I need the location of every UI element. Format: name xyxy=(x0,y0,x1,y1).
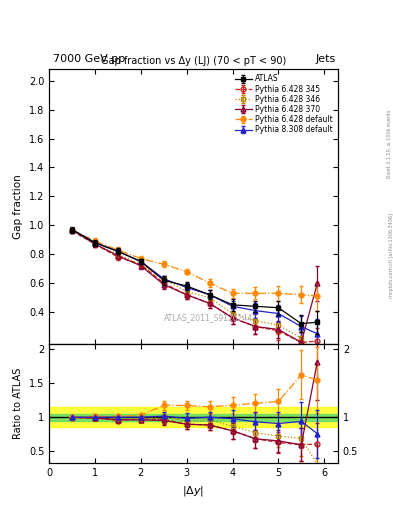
Bar xyxy=(49,414,338,420)
Legend: ATLAS, Pythia 6.428 345, Pythia 6.428 346, Pythia 6.428 370, Pythia 6.428 defaul: ATLAS, Pythia 6.428 345, Pythia 6.428 34… xyxy=(233,73,334,136)
Y-axis label: Gap fraction: Gap fraction xyxy=(13,174,23,239)
Text: 7000 GeV pp: 7000 GeV pp xyxy=(53,54,125,64)
Text: ATLAS_2011_S9126244: ATLAS_2011_S9126244 xyxy=(163,313,252,322)
Text: Rivet 3.1.10, ≥ 100k events: Rivet 3.1.10, ≥ 100k events xyxy=(387,109,391,178)
Bar xyxy=(49,407,338,428)
Text: mcplots.cern.ch [arXiv:1306.3436]: mcplots.cern.ch [arXiv:1306.3436] xyxy=(389,214,393,298)
Y-axis label: Ratio to ATLAS: Ratio to ATLAS xyxy=(13,368,23,439)
Text: Jets: Jets xyxy=(316,54,336,64)
Title: Gap fraction vs Δy (LJ) (70 < pT < 90): Gap fraction vs Δy (LJ) (70 < pT < 90) xyxy=(101,56,286,66)
X-axis label: $|\Delta y|$: $|\Delta y|$ xyxy=(182,484,205,498)
